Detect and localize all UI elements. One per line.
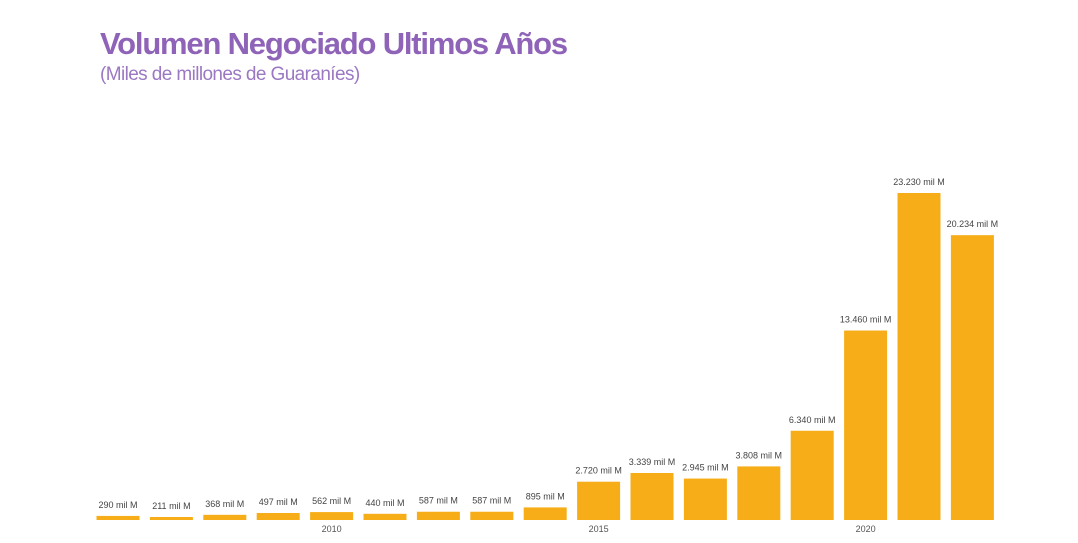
bar <box>630 472 674 520</box>
bar <box>363 513 407 520</box>
data-label: 440 mil M <box>365 498 404 508</box>
data-label: 3.339 mil M <box>629 457 676 467</box>
data-label: 2.945 mil M <box>682 463 729 473</box>
chart-subtitle: (Miles de millones de Guaraníes) <box>100 64 360 85</box>
bar <box>683 478 727 520</box>
bar <box>897 193 941 520</box>
data-label: 2.720 mil M <box>575 466 622 476</box>
data-label: 23.230 mil M <box>893 177 945 187</box>
bar <box>737 466 781 520</box>
data-label: 587 mil M <box>419 496 458 506</box>
data-label: 562 mil M <box>312 496 351 506</box>
x-tick-label: 2020 <box>856 524 876 534</box>
x-tick-label: 2010 <box>322 524 342 534</box>
data-label: 895 mil M <box>526 491 565 501</box>
bar <box>790 430 834 520</box>
data-label: 13.460 mil M <box>840 315 892 325</box>
data-label: 6.340 mil M <box>789 415 836 425</box>
bar <box>416 511 460 520</box>
bar <box>523 507 567 520</box>
bar <box>577 481 621 520</box>
data-label: 3.808 mil M <box>736 450 783 460</box>
data-label: 497 mil M <box>259 497 298 507</box>
bar <box>950 235 994 520</box>
data-label: 587 mil M <box>472 496 511 506</box>
data-label: 211 mil M <box>152 501 190 511</box>
bar <box>203 514 247 520</box>
bar <box>149 517 193 520</box>
x-tick-label: 2015 <box>589 524 609 534</box>
bar <box>96 515 140 520</box>
bar <box>256 513 300 520</box>
data-label: 20.234 mil M <box>947 219 999 229</box>
bar <box>844 330 888 520</box>
chart-title: Volumen Negociado Ultimos Años <box>100 26 568 61</box>
data-label: 368 mil M <box>205 499 244 509</box>
bar <box>310 512 354 520</box>
data-label: 290 mil M <box>98 500 137 510</box>
bar <box>470 511 514 520</box>
